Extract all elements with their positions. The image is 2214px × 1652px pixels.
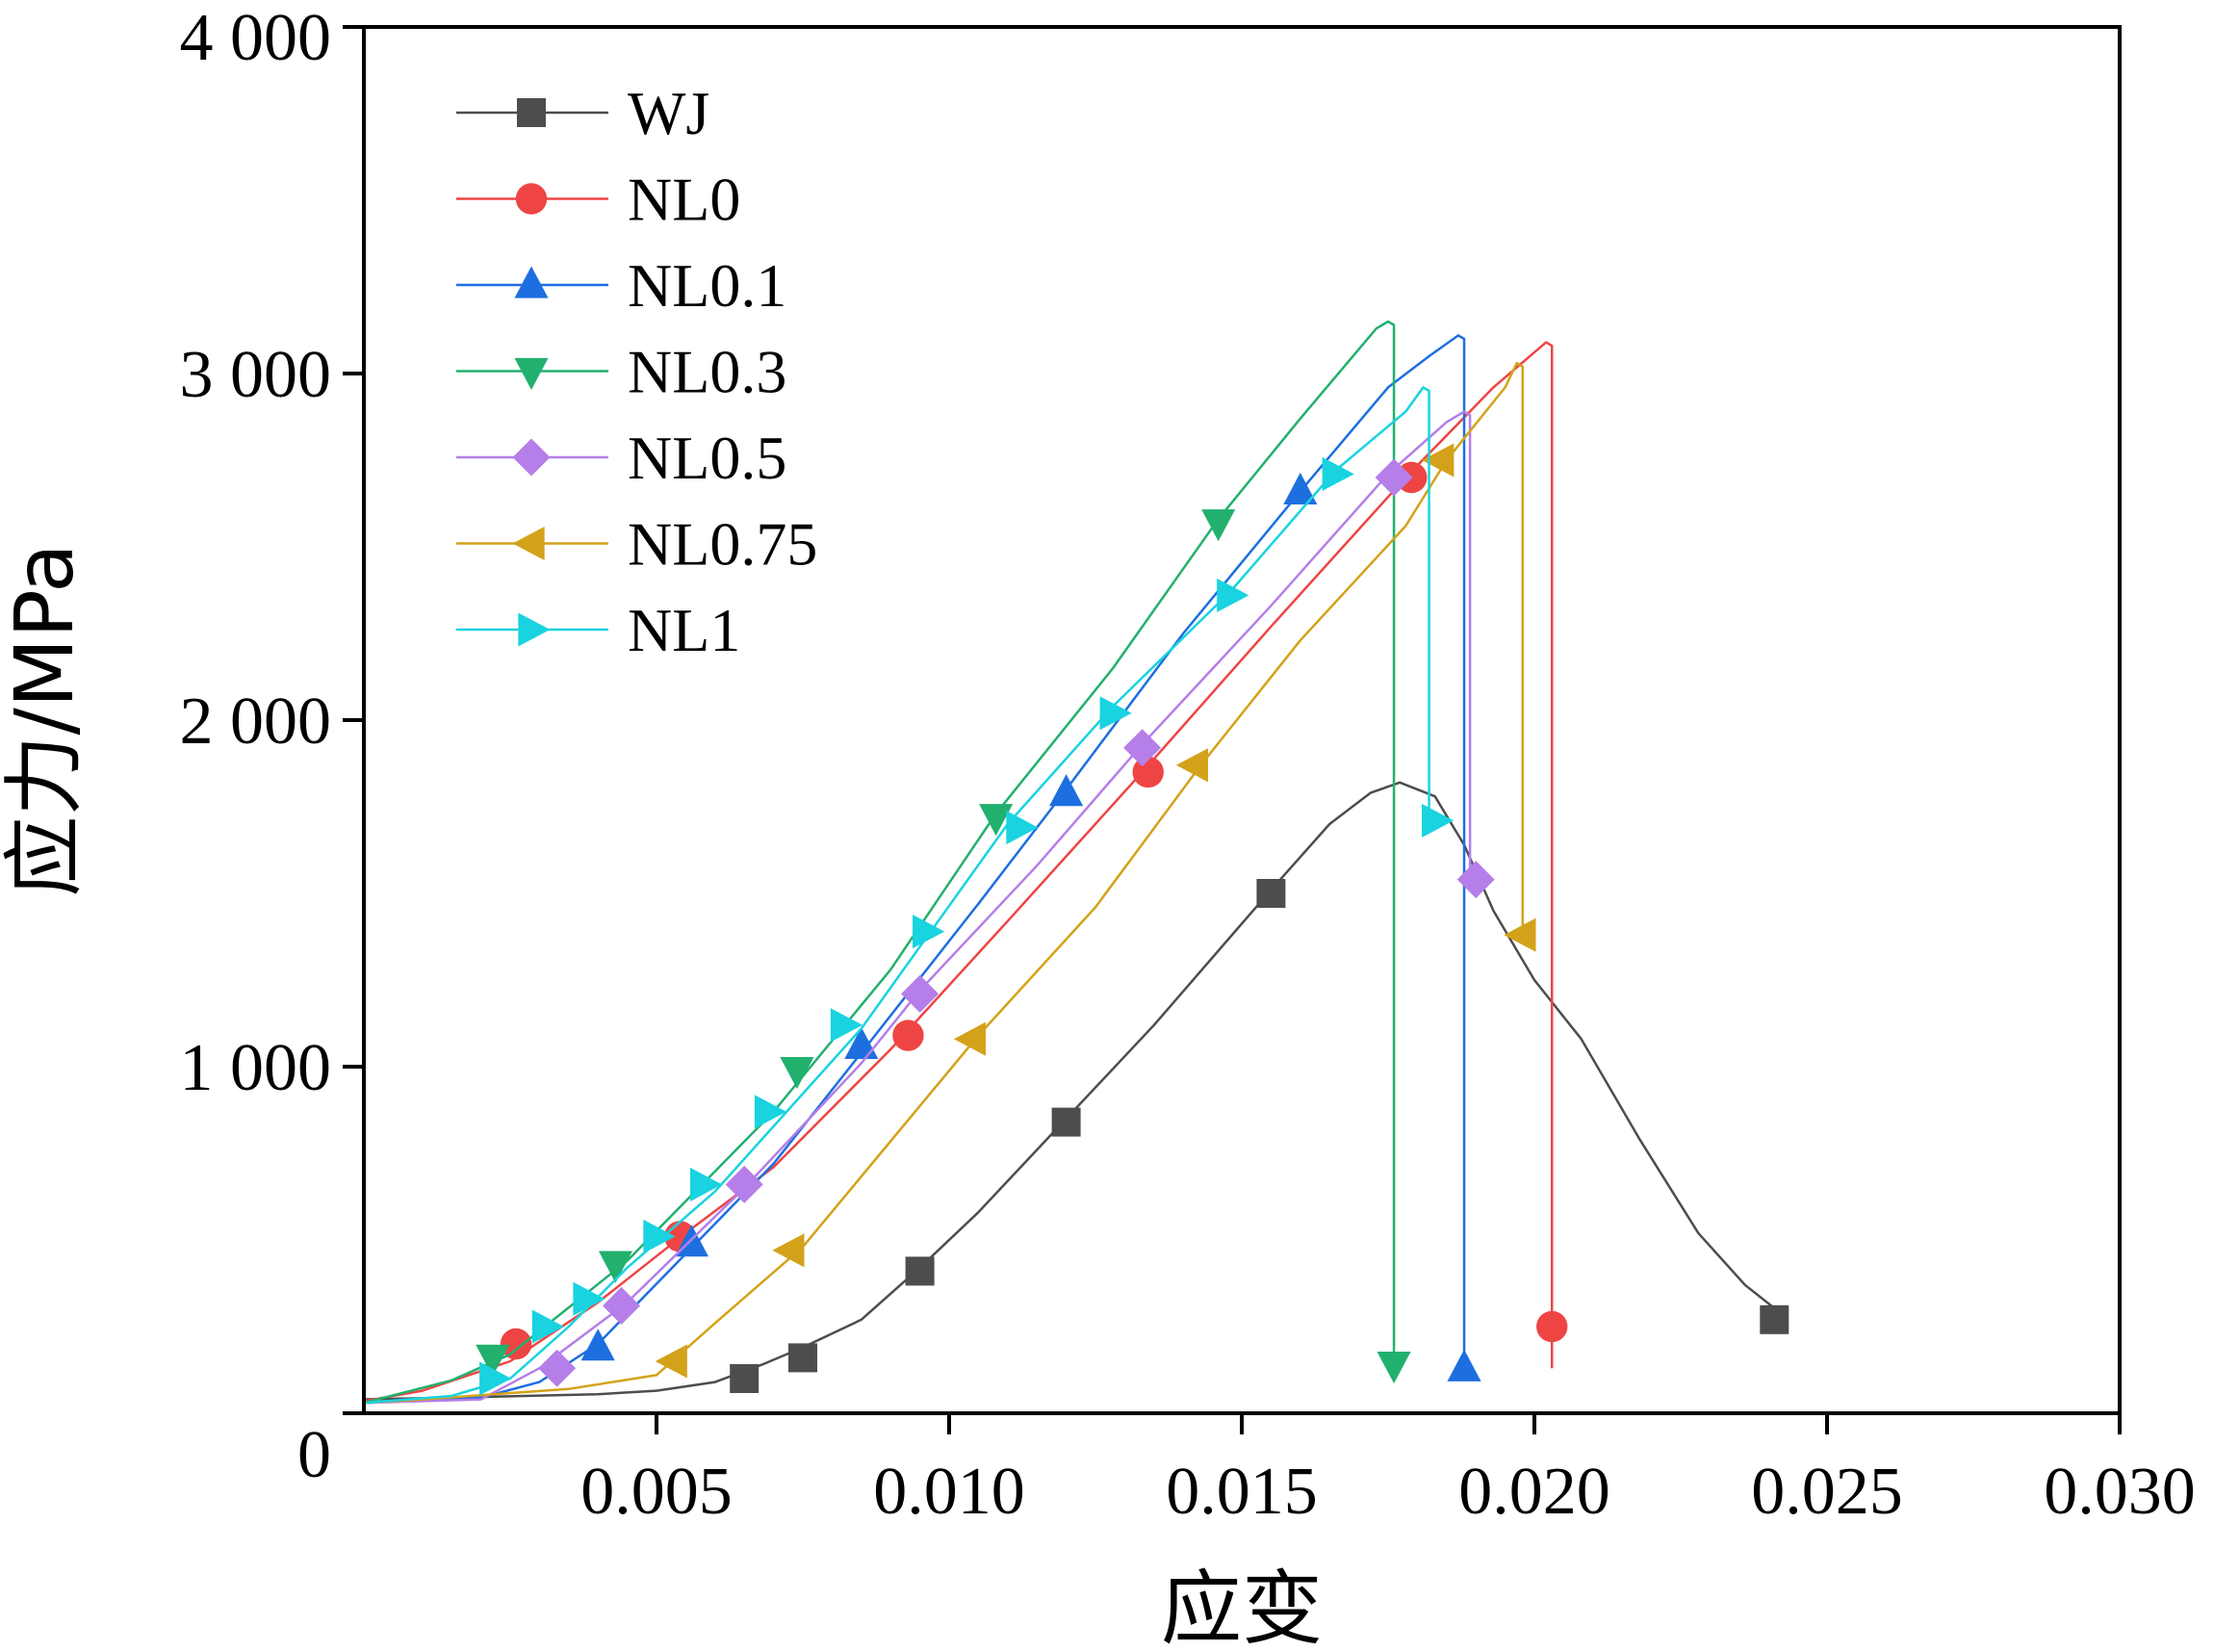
legend-item-NL0: NL0 [456, 166, 740, 234]
data-point-NL0.5 [1456, 861, 1495, 899]
data-point-NL0.3 [979, 804, 1014, 837]
series-layer [363, 320, 1789, 1405]
data-point-NL0.3 [598, 1251, 632, 1283]
data-point-NL0 [892, 1020, 924, 1051]
data-point-NL0.3 [780, 1056, 814, 1090]
x-tick-label: 0.020 [1458, 1455, 1610, 1529]
data-point-NL1 [1421, 803, 1455, 838]
data-point-NL1 [479, 1361, 512, 1396]
legend-item-NL0.5: NL0.5 [456, 424, 786, 492]
series-line-NL0.5 [363, 410, 1472, 1405]
legend-label: NL0.1 [628, 251, 786, 320]
legend-label: NL0.3 [628, 338, 786, 406]
data-point-NL0.75 [655, 1344, 687, 1379]
plot-frame [362, 25, 2122, 1415]
legend-label: WJ [628, 79, 709, 147]
data-point-WJ [1051, 1107, 1081, 1137]
data-point-NL0.75 [1504, 917, 1536, 952]
data-point-NL0.3 [1377, 1351, 1411, 1384]
legend-item-NL0.1: NL0.1 [456, 251, 786, 320]
data-point-NL0 [1536, 1310, 1568, 1343]
series-NL0.5 [363, 410, 1495, 1405]
data-point-NL1 [643, 1219, 676, 1253]
data-point-NL0.75 [953, 1021, 986, 1056]
data-point-NL0.3 [476, 1344, 510, 1377]
series-NL0 [363, 341, 1568, 1403]
data-point-NL0 [500, 1328, 532, 1360]
y-tick-label: 3 000 [180, 338, 332, 412]
data-point-NL0.75 [772, 1233, 805, 1268]
data-point-WJ [905, 1256, 935, 1286]
data-point-NL0.5 [901, 974, 940, 1013]
data-point-NL1 [830, 1008, 863, 1043]
data-point-NL0.5 [1123, 729, 1162, 767]
data-point-NL0.1 [1283, 472, 1318, 505]
data-point-WJ [1256, 879, 1286, 908]
series-NL0.75 [363, 361, 1536, 1405]
legend-marker [512, 526, 545, 561]
data-point-NL0.1 [1049, 774, 1084, 807]
x-axis-title: 应变 [1161, 1562, 1323, 1652]
data-point-WJ [730, 1364, 759, 1393]
data-point-NL1 [573, 1281, 605, 1316]
data-point-NL1 [1217, 578, 1249, 612]
series-line-NL0.3 [363, 320, 1396, 1405]
legend-marker [512, 438, 551, 477]
data-point-WJ [1760, 1304, 1789, 1334]
axes-layer: 0.005 0.010 0.015 0.020 0.025 0.030 0 1 000 2 00… [180, 1, 2196, 1529]
legend-label: NL0 [628, 166, 740, 234]
legend-label: NL1 [628, 596, 740, 664]
legend-item-WJ: WJ [456, 79, 709, 147]
x-tick-label: 0.010 [873, 1455, 1025, 1529]
legend-marker [514, 357, 549, 390]
data-point-NL1 [1322, 456, 1354, 491]
y-axis-title: 应力/MPa [0, 543, 91, 896]
series-WJ [363, 781, 1789, 1401]
data-point-NL0.5 [538, 1349, 577, 1387]
x-tick-label: 0.030 [2044, 1455, 2196, 1529]
series-NL1 [363, 386, 1455, 1405]
data-point-NL0.75 [1422, 443, 1455, 478]
x-tick-label: 0.025 [1751, 1455, 1903, 1529]
y-tick-label: 1 000 [180, 1031, 332, 1105]
data-point-NL0.5 [725, 1165, 763, 1203]
legend-item-NL0.75: NL0.75 [456, 510, 817, 579]
data-point-WJ [788, 1343, 817, 1373]
x-tick-label: 0.005 [580, 1455, 733, 1529]
legend: WJ NL0 NL0.1 NL0.3 NL0.5 NL0.75 NL1 [456, 79, 817, 664]
data-point-NL0.5 [1375, 458, 1413, 497]
legend-marker [514, 266, 549, 298]
data-point-NL1 [1099, 696, 1132, 731]
series-NL0.3 [363, 320, 1411, 1405]
data-point-NL0.1 [580, 1329, 615, 1361]
data-point-NL1 [754, 1095, 787, 1129]
data-point-NL0.5 [603, 1286, 641, 1325]
legend-label: NL0.5 [628, 424, 786, 492]
data-point-NL0.75 [1175, 748, 1209, 783]
data-point-NL0.1 [1447, 1349, 1481, 1381]
legend-marker [517, 98, 546, 127]
data-point-NL1 [913, 915, 945, 949]
data-point-NL1 [531, 1309, 564, 1344]
y-tick-label: 4 000 [180, 1, 332, 75]
legend-item-NL0.3: NL0.3 [456, 338, 786, 406]
data-point-NL1 [689, 1167, 723, 1201]
series-line-NL0.75 [363, 361, 1525, 1405]
data-point-NL1 [1006, 811, 1039, 845]
legend-item-NL1: NL1 [456, 596, 740, 664]
y-tick-label: 2 000 [180, 684, 332, 759]
legend-label: NL0.75 [628, 510, 817, 579]
x-tick-label: 0.015 [1166, 1455, 1318, 1529]
series-line-NL0 [363, 341, 1554, 1403]
legend-marker [518, 612, 551, 647]
data-point-NL0.3 [1201, 509, 1236, 542]
y-tick-label: 0 [297, 1418, 331, 1492]
legend-marker [515, 183, 548, 215]
